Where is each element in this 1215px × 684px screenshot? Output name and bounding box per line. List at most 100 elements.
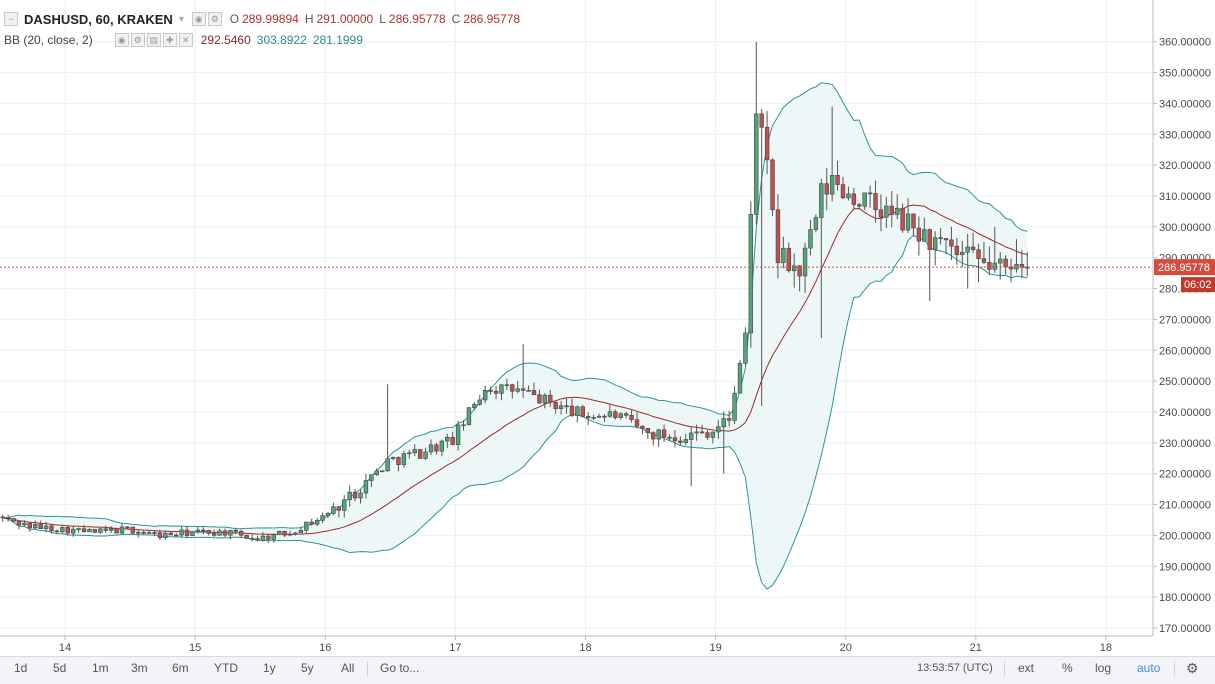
candle: [282, 530, 287, 538]
candle-body: [889, 205, 894, 215]
candle-body: [390, 457, 396, 460]
range-1y-button[interactable]: 1y: [263, 661, 276, 675]
candle: [558, 400, 564, 415]
candle: [987, 246, 992, 275]
candle: [623, 411, 629, 419]
candle-body: [363, 480, 369, 494]
candle: [22, 520, 27, 527]
candle: [851, 187, 857, 210]
symbol-title[interactable]: DASHUSD, 60, KRAKEN: [24, 11, 173, 27]
toolbar-divider: [1174, 661, 1175, 676]
x-tick-label: 16: [319, 642, 331, 654]
candle: [970, 232, 976, 253]
candle: [401, 450, 407, 468]
collapse-icon[interactable]: −: [4, 12, 18, 26]
range-1m-button[interactable]: 1m: [92, 661, 109, 675]
x-tick-label: 14: [59, 642, 71, 654]
candle: [271, 533, 276, 543]
eye-icon[interactable]: ◉: [191, 12, 206, 26]
candle: [775, 194, 781, 279]
more-icon[interactable]: ✚: [162, 33, 177, 47]
candle: [184, 525, 190, 539]
candle-body: [401, 453, 407, 465]
candle-body: [656, 429, 661, 440]
candle-body: [466, 407, 472, 426]
candle-body: [336, 506, 342, 511]
range-ytd-button[interactable]: YTD: [214, 661, 238, 675]
candle: [992, 226, 997, 273]
candle-body: [520, 388, 526, 391]
candle-body: [423, 451, 428, 459]
range-5d-button[interactable]: 5d: [53, 661, 67, 675]
candle-body: [255, 538, 260, 541]
eye-icon[interactable]: ◉: [114, 33, 129, 47]
source-icon[interactable]: ▤: [146, 33, 161, 47]
range-3m-button[interactable]: 3m: [131, 661, 148, 675]
candle: [60, 526, 65, 535]
auto-toggle[interactable]: auto: [1137, 661, 1161, 675]
candle-body: [369, 474, 374, 481]
candle: [130, 526, 136, 534]
candle: [515, 380, 520, 394]
candle: [5, 514, 11, 522]
candle: [103, 525, 108, 534]
candle-body: [938, 237, 943, 239]
candle: [808, 219, 813, 256]
goto-button[interactable]: Go to...: [380, 661, 420, 675]
close-icon[interactable]: ✕: [178, 33, 193, 47]
candle: [792, 253, 797, 288]
range-all-button[interactable]: All: [341, 661, 355, 675]
settings-small-icon[interactable]: ⚙: [207, 12, 222, 26]
candle: [141, 530, 146, 535]
log-toggle[interactable]: log: [1095, 661, 1112, 675]
candle: [195, 527, 201, 534]
candle: [895, 194, 900, 220]
candle-body: [591, 417, 596, 419]
candle: [412, 444, 417, 457]
candle-body: [694, 431, 699, 434]
candle: [0, 514, 5, 522]
candle-body: [49, 525, 54, 532]
candle: [976, 243, 981, 283]
candle: [683, 433, 688, 446]
candle-body: [309, 521, 314, 525]
candle: [276, 530, 282, 535]
candle: [813, 214, 819, 233]
candle: [802, 242, 808, 293]
candle-body: [385, 458, 390, 472]
candle-body: [716, 426, 721, 433]
range-1d-button[interactable]: 1d: [14, 661, 28, 675]
gear-icon[interactable]: ⚙: [1186, 660, 1199, 676]
candle: [11, 517, 16, 522]
indicator-name[interactable]: BB (20, close, 2): [4, 33, 93, 47]
candle-body: [884, 205, 889, 218]
candle-body: [114, 528, 119, 534]
candle: [385, 384, 390, 473]
candle-body: [987, 262, 992, 270]
candle-body: [472, 404, 477, 408]
candle: [759, 108, 764, 406]
range-5y-button[interactable]: 5y: [301, 661, 314, 675]
candle-body: [488, 390, 493, 392]
candle-body: [374, 470, 379, 475]
candle: [580, 404, 585, 417]
ext-toggle[interactable]: ext: [1018, 661, 1035, 675]
countdown-tag-text: 06:02: [1184, 279, 1212, 291]
candle: [927, 228, 932, 301]
x-tick-label: 17: [449, 642, 461, 654]
candle: [840, 176, 846, 200]
settings-small-icon[interactable]: ⚙: [130, 33, 145, 47]
percent-toggle[interactable]: %: [1062, 661, 1073, 675]
candle: [201, 527, 206, 535]
candle-body: [558, 405, 564, 409]
candle: [661, 424, 667, 443]
candle-body: [477, 399, 482, 405]
range-6m-button[interactable]: 6m: [172, 661, 189, 675]
candle: [884, 196, 889, 229]
open-label: O: [229, 12, 240, 26]
clock-readout: 13:53:57 (UTC): [917, 662, 993, 674]
candle: [206, 529, 211, 536]
candle: [428, 439, 434, 456]
chevron-down-icon[interactable]: ▼: [176, 14, 186, 24]
